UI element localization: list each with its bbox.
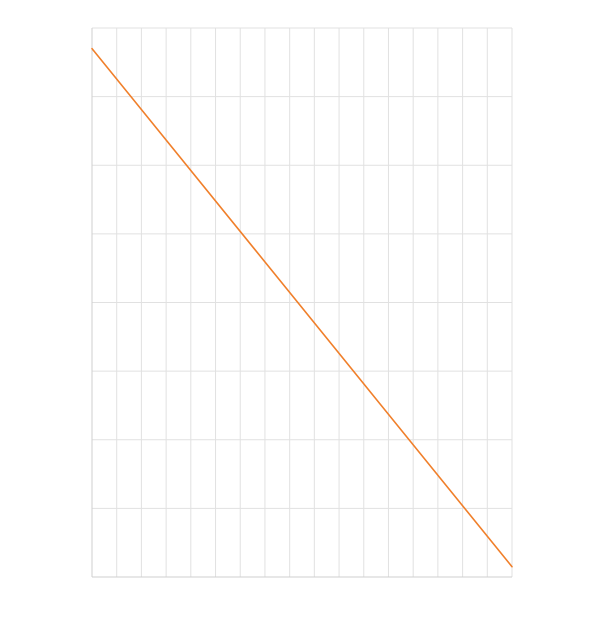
series-layer: [91, 47, 513, 568]
axes: [91, 28, 512, 578]
grid: [92, 27, 513, 577]
series-line-0: [91, 47, 513, 568]
